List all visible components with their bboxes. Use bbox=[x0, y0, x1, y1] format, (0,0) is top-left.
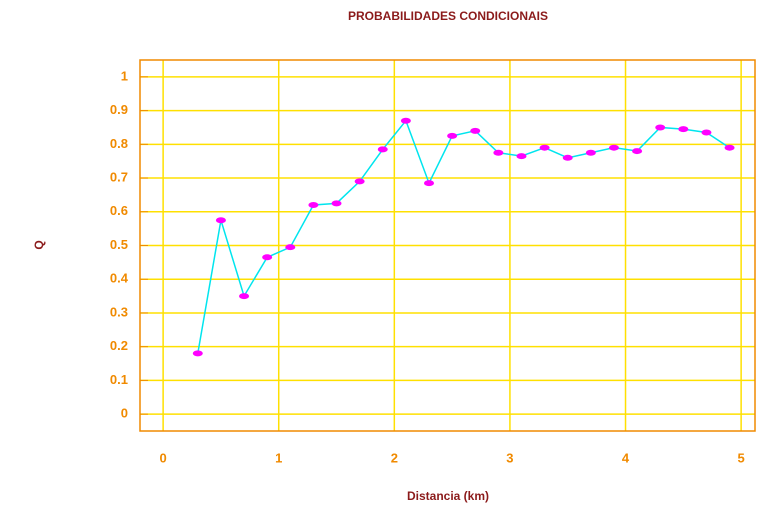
data-point bbox=[424, 180, 435, 187]
data-point bbox=[377, 146, 388, 153]
data-point bbox=[331, 200, 342, 207]
x-tick-label: 3 bbox=[506, 450, 513, 465]
data-point bbox=[655, 124, 666, 131]
data-point bbox=[678, 126, 689, 133]
y-tick-label: 0.5 bbox=[110, 237, 128, 252]
data-point bbox=[724, 144, 735, 151]
data-point bbox=[701, 129, 712, 136]
data-point bbox=[262, 254, 273, 261]
data-point bbox=[539, 144, 550, 151]
y-tick-label: 0.4 bbox=[110, 271, 129, 286]
y-tick-label: 0.6 bbox=[110, 203, 128, 218]
data-point bbox=[215, 217, 226, 224]
x-tick-label: 1 bbox=[275, 450, 282, 465]
data-point bbox=[608, 144, 619, 151]
data-line bbox=[197, 119, 730, 354]
data-point bbox=[285, 244, 296, 251]
data-point bbox=[585, 149, 596, 156]
x-tick-label: 2 bbox=[391, 450, 398, 465]
data-point bbox=[308, 202, 319, 209]
chart-title: PROBABILIDADES CONDICIONAIS bbox=[348, 9, 548, 23]
y-tick-label: 0.2 bbox=[110, 338, 128, 353]
data-point bbox=[493, 149, 504, 156]
x-axis-label: Distancia (km) bbox=[407, 489, 489, 503]
x-tick-label: 5 bbox=[738, 450, 745, 465]
y-tick-label: 1 bbox=[121, 68, 128, 83]
data-point bbox=[447, 132, 458, 139]
plot-frame bbox=[139, 59, 756, 432]
y-tick-label: 0.3 bbox=[110, 304, 128, 319]
data-point bbox=[632, 148, 643, 155]
data-point bbox=[192, 350, 203, 357]
y-tick-label: 0 bbox=[121, 406, 128, 421]
y-tick-label: 0.7 bbox=[110, 169, 128, 184]
y-tick-label: 0.9 bbox=[110, 102, 128, 117]
data-point bbox=[400, 117, 411, 124]
y-tick-label: 0.1 bbox=[110, 372, 128, 387]
data-point bbox=[470, 127, 481, 134]
y-axis-label: Q bbox=[32, 240, 46, 249]
y-tick-label: 0.8 bbox=[110, 136, 128, 151]
data-point bbox=[354, 178, 365, 185]
x-tick-label: 0 bbox=[160, 450, 167, 465]
data-point bbox=[516, 153, 527, 160]
data-point bbox=[239, 293, 250, 300]
data-point bbox=[562, 154, 573, 161]
x-tick-label: 4 bbox=[622, 450, 630, 465]
